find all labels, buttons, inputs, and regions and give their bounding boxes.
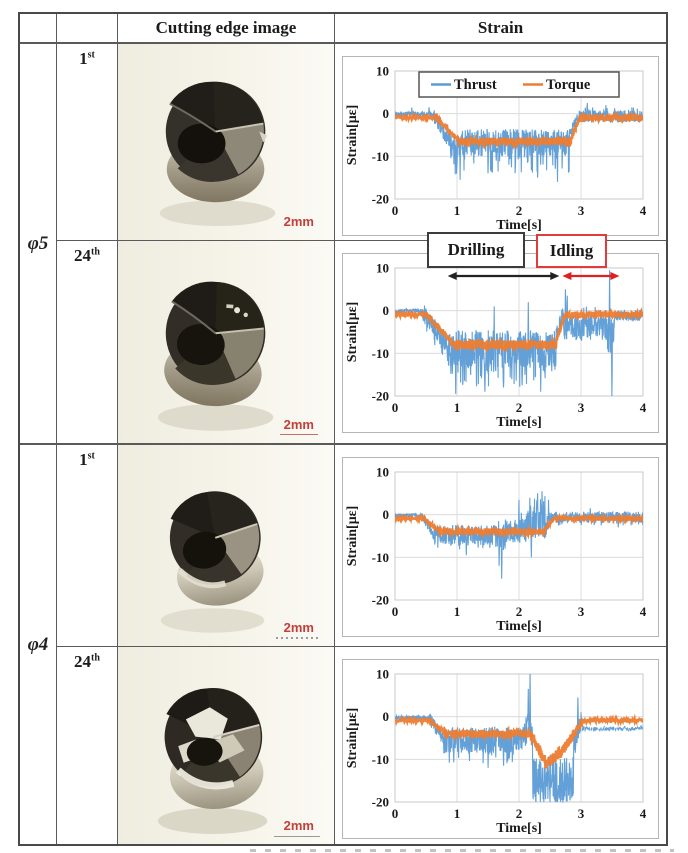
drill-shadow: [157, 808, 268, 834]
drill-photo-cell-phi4-1st: 2mm: [118, 445, 335, 647]
svg-text:4: 4: [640, 203, 647, 218]
header-cell-hole: [57, 14, 118, 44]
header-cell-strain: Strain: [335, 14, 666, 44]
svg-text:3: 3: [578, 203, 585, 218]
drill-shadow: [160, 608, 265, 633]
hole-ordinal-phi5-1st: 1st: [57, 44, 118, 241]
header-strain-label: Strain: [477, 18, 524, 37]
svg-text:Time[s]: Time[s]: [496, 415, 542, 430]
svg-text:0: 0: [383, 303, 390, 318]
hole-ordinal-phi5-24th: 24th: [57, 241, 118, 445]
svg-text:-20: -20: [372, 192, 389, 207]
drill-photo: [118, 44, 334, 240]
svg-text:Strain[με]: Strain[με]: [345, 302, 360, 363]
svg-text:-20: -20: [372, 389, 389, 404]
svg-text:3: 3: [578, 806, 585, 821]
svg-text:10: 10: [376, 667, 389, 682]
svg-text:Time[s]: Time[s]: [496, 218, 542, 233]
svg-text:0: 0: [392, 604, 399, 619]
figure-table: Cutting edge image Strain φ5 φ4 1st 24th…: [18, 12, 668, 846]
svg-text:1: 1: [454, 806, 461, 821]
header-cutting-edge-label: Cutting edge image: [155, 18, 297, 37]
svg-text:1: 1: [454, 604, 461, 619]
drill-shadow: [159, 200, 276, 227]
svg-text:0: 0: [392, 203, 399, 218]
svg-text:2: 2: [516, 806, 523, 821]
chart-frame: 10 0 -10 -20 0 1 2 3 4 Time[s] Strain[με] Thrust Tor…: [342, 56, 659, 236]
strain-chart-cell-phi4-24th: 10 0 -10 -20 0 1 2 3 4 Time[s] Strain[με]: [335, 647, 666, 844]
svg-text:10: 10: [376, 465, 389, 480]
drill-photo-cell-phi5-24th: 2mm: [118, 241, 335, 445]
diameter-label-phi4: φ4: [20, 445, 57, 844]
svg-text:2: 2: [516, 604, 523, 619]
svg-text:4: 4: [640, 400, 647, 415]
strain-chart-cell-phi4-1st: 10 0 -10 -20 0 1 2 3 4 Time[s] Strain[με]: [335, 445, 666, 647]
drilling-annotation: Drilling: [427, 232, 525, 268]
drill-bit: [169, 491, 264, 606]
svg-text:-10: -10: [372, 550, 389, 565]
cropped-caption-fragment: [250, 849, 674, 852]
svg-text:1: 1: [454, 203, 461, 218]
svg-text:Thrust: Thrust: [454, 77, 497, 93]
svg-text:Torque: Torque: [546, 77, 591, 93]
svg-text:-10: -10: [372, 752, 389, 767]
drill-bit: [165, 81, 268, 203]
svg-text:2: 2: [516, 203, 523, 218]
drill-shadow: [157, 404, 274, 431]
drill-photo-cell-phi5-1st: 2mm: [118, 44, 335, 241]
drill-photo-cell-phi4-24th: 2mm: [118, 647, 335, 844]
hole-ordinal-phi4-24th: 24th: [57, 647, 118, 844]
svg-text:0: 0: [383, 106, 390, 121]
header-cell-diameter: [20, 14, 57, 44]
svg-text:Strain[με]: Strain[με]: [345, 708, 360, 769]
chart-frame: 10 0 -10 -20 0 1 2 3 4 Time[s] Strain[με]: [342, 659, 659, 839]
diameter-label-phi5: φ5: [20, 44, 57, 445]
svg-text:-10: -10: [372, 346, 389, 361]
svg-text:0: 0: [383, 507, 390, 522]
svg-text:-10: -10: [372, 149, 389, 164]
hole-ordinal-phi4-1st: 1st: [57, 445, 118, 647]
drill-bit: [164, 688, 264, 809]
strain-chart-cell-phi5-1st: 10 0 -10 -20 0 1 2 3 4 Time[s] Strain[με] Thrust Tor…: [335, 44, 666, 241]
idling-annotation: Idling: [536, 234, 607, 268]
svg-text:4: 4: [640, 604, 647, 619]
svg-text:Time[s]: Time[s]: [496, 821, 542, 836]
strain-chart-cell-phi5-24th: Drilling Idling 10 0 -10 -20 0 1 2 3 4 Time[s] Str…: [335, 232, 666, 445]
svg-text:Strain[με]: Strain[με]: [345, 105, 360, 166]
scale-label: 2mm: [279, 417, 319, 435]
svg-text:2: 2: [516, 400, 523, 415]
drill-photo: [118, 445, 334, 646]
header-cell-cutting-edge: Cutting edge image: [118, 14, 335, 44]
svg-text:-20: -20: [372, 795, 389, 810]
scale-label: 2mm: [283, 214, 314, 229]
svg-text:4: 4: [640, 806, 647, 821]
svg-text:10: 10: [376, 261, 389, 276]
scale-label: 2mm: [275, 620, 321, 639]
svg-text:Time[s]: Time[s]: [496, 619, 542, 634]
scale-label: 2mm: [273, 818, 321, 837]
chart-frame: 10 0 -10 -20 0 1 2 3 4 Time[s] Strain[με]: [342, 457, 659, 637]
drill-bit: [164, 281, 266, 407]
svg-text:0: 0: [392, 806, 399, 821]
svg-text:3: 3: [578, 400, 585, 415]
svg-text:0: 0: [392, 400, 399, 415]
drill-photo: [118, 647, 334, 844]
chart-frame: 10 0 -10 -20 0 1 2 3 4 Time[s] Strain[με]: [342, 253, 659, 433]
svg-text:1: 1: [454, 400, 461, 415]
svg-text:-20: -20: [372, 593, 389, 608]
drill-photo: [118, 241, 334, 443]
svg-text:0: 0: [383, 709, 390, 724]
svg-text:Strain[με]: Strain[με]: [345, 506, 360, 567]
svg-text:3: 3: [578, 604, 585, 619]
svg-text:10: 10: [376, 64, 389, 79]
